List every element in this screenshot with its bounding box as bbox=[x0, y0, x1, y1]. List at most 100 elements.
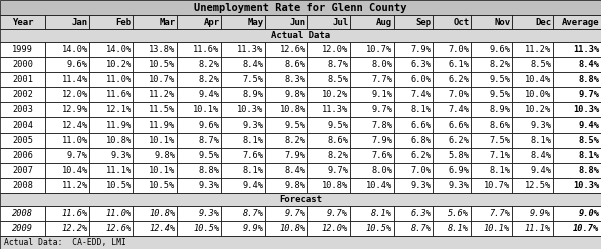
Bar bbox=[394, 102, 433, 118]
Text: 8.1%: 8.1% bbox=[242, 166, 263, 175]
Bar bbox=[552, 178, 601, 193]
Bar bbox=[46, 72, 90, 87]
Text: 7.9%: 7.9% bbox=[410, 45, 432, 54]
Text: 11.6%: 11.6% bbox=[61, 209, 88, 218]
Bar bbox=[177, 163, 221, 178]
Bar bbox=[265, 42, 307, 57]
Bar bbox=[46, 57, 90, 72]
Bar bbox=[90, 178, 133, 193]
Bar bbox=[177, 118, 221, 132]
Text: 12.6%: 12.6% bbox=[105, 224, 132, 233]
Bar bbox=[221, 148, 265, 163]
Text: 5.8%: 5.8% bbox=[448, 151, 469, 160]
Bar bbox=[0, 72, 46, 87]
Text: 10.4%: 10.4% bbox=[61, 166, 88, 175]
Bar bbox=[394, 178, 433, 193]
Text: 10.7%: 10.7% bbox=[484, 181, 510, 190]
Text: 8.1%: 8.1% bbox=[530, 136, 551, 145]
Text: Apr: Apr bbox=[203, 18, 219, 27]
Text: 11.3%: 11.3% bbox=[237, 45, 263, 54]
Bar bbox=[394, 148, 433, 163]
Text: 6.8%: 6.8% bbox=[410, 136, 432, 145]
Bar bbox=[394, 221, 433, 236]
Text: 8.6%: 8.6% bbox=[285, 60, 306, 69]
Text: 11.2%: 11.2% bbox=[150, 90, 175, 99]
Bar bbox=[265, 72, 307, 87]
Text: Dec: Dec bbox=[535, 18, 551, 27]
Text: 8.1%: 8.1% bbox=[371, 209, 392, 218]
Text: Nov: Nov bbox=[494, 18, 510, 27]
Text: 10.1%: 10.1% bbox=[484, 224, 510, 233]
Text: 9.1%: 9.1% bbox=[371, 90, 392, 99]
Text: 2008: 2008 bbox=[12, 209, 33, 218]
Text: 7.6%: 7.6% bbox=[371, 151, 392, 160]
Bar bbox=[46, 148, 90, 163]
Text: 10.4%: 10.4% bbox=[366, 181, 392, 190]
Text: 2008: 2008 bbox=[12, 181, 33, 190]
Text: 6.3%: 6.3% bbox=[410, 209, 432, 218]
Bar bbox=[350, 87, 394, 102]
Text: 8.4%: 8.4% bbox=[579, 60, 600, 69]
Bar bbox=[133, 132, 177, 148]
Bar bbox=[265, 221, 307, 236]
Bar bbox=[133, 102, 177, 118]
Bar bbox=[221, 87, 265, 102]
Text: 9.5%: 9.5% bbox=[198, 151, 219, 160]
Bar bbox=[265, 178, 307, 193]
Bar bbox=[350, 132, 394, 148]
Bar bbox=[46, 206, 90, 221]
Bar bbox=[46, 221, 90, 236]
Bar bbox=[511, 148, 552, 163]
Bar bbox=[511, 132, 552, 148]
Bar bbox=[177, 102, 221, 118]
Bar bbox=[307, 87, 350, 102]
Text: 9.9%: 9.9% bbox=[242, 224, 263, 233]
Text: 10.2%: 10.2% bbox=[322, 90, 348, 99]
Text: 8.5%: 8.5% bbox=[530, 60, 551, 69]
Text: 6.0%: 6.0% bbox=[410, 75, 432, 84]
Bar bbox=[433, 221, 471, 236]
Text: 8.6%: 8.6% bbox=[489, 121, 510, 129]
Bar bbox=[471, 15, 511, 29]
Text: 10.3%: 10.3% bbox=[573, 181, 600, 190]
Text: 6.2%: 6.2% bbox=[448, 136, 469, 145]
Bar bbox=[221, 15, 265, 29]
Text: 8.7%: 8.7% bbox=[410, 224, 432, 233]
Text: 10.0%: 10.0% bbox=[525, 90, 551, 99]
Bar bbox=[133, 87, 177, 102]
Bar bbox=[433, 132, 471, 148]
Bar bbox=[394, 132, 433, 148]
Text: 9.7%: 9.7% bbox=[579, 90, 600, 99]
Text: 10.4%: 10.4% bbox=[525, 75, 551, 84]
Bar bbox=[307, 163, 350, 178]
Bar bbox=[350, 221, 394, 236]
Bar bbox=[307, 148, 350, 163]
Bar bbox=[177, 132, 221, 148]
Text: 9.8%: 9.8% bbox=[285, 181, 306, 190]
Bar bbox=[90, 42, 133, 57]
Text: 10.2%: 10.2% bbox=[525, 105, 551, 115]
Text: 9.4%: 9.4% bbox=[579, 121, 600, 129]
Bar bbox=[433, 178, 471, 193]
Text: 10.3%: 10.3% bbox=[573, 105, 600, 115]
Text: 7.9%: 7.9% bbox=[371, 136, 392, 145]
Text: 8.2%: 8.2% bbox=[285, 136, 306, 145]
Bar bbox=[307, 15, 350, 29]
Text: 11.6%: 11.6% bbox=[194, 45, 219, 54]
Text: 10.1%: 10.1% bbox=[150, 166, 175, 175]
Text: 2007: 2007 bbox=[12, 166, 33, 175]
Text: 2001: 2001 bbox=[12, 75, 33, 84]
Bar bbox=[0, 163, 46, 178]
Bar bbox=[221, 118, 265, 132]
Bar bbox=[350, 163, 394, 178]
Bar bbox=[90, 206, 133, 221]
Text: 8.2%: 8.2% bbox=[198, 75, 219, 84]
Bar bbox=[0, 178, 46, 193]
Text: Oct: Oct bbox=[453, 18, 469, 27]
Bar bbox=[133, 163, 177, 178]
Bar bbox=[177, 221, 221, 236]
Bar bbox=[433, 15, 471, 29]
Bar bbox=[177, 57, 221, 72]
Text: 10.1%: 10.1% bbox=[150, 136, 175, 145]
Text: 2003: 2003 bbox=[12, 105, 33, 115]
